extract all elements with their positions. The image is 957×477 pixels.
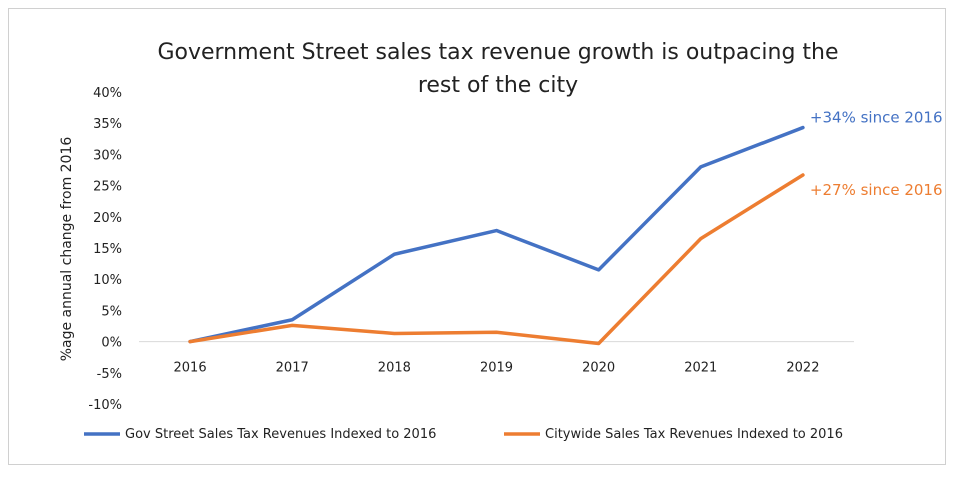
x-tick-label: 2018 [378, 361, 411, 376]
y-tick-label: 20% [93, 211, 122, 226]
y-axis-label: %age annual change from 2016 [59, 137, 75, 362]
x-tick-label: 2017 [276, 361, 309, 376]
x-tick-label: 2020 [582, 361, 615, 376]
y-tick-label: -5% [97, 367, 122, 382]
y-tick-label: 0% [101, 336, 122, 351]
y-axis-ticks: -10% -5% 0% 5% 10% 15% 20% 25% 30% 35% 40% [88, 86, 122, 413]
y-tick-label: -10% [88, 398, 122, 413]
x-tick-label: 2021 [684, 361, 717, 376]
series-line-1 [188, 125, 805, 344]
legend: Gov Street Sales Tax Revenues Indexed to… [84, 427, 843, 442]
chart-title: Government Street sales tax revenue grow… [157, 40, 838, 98]
series-line-2 [188, 173, 805, 346]
y-tick-label: 35% [93, 117, 122, 132]
y-tick-label: 15% [93, 242, 122, 257]
legend-label-1: Gov Street Sales Tax Revenues Indexed to… [125, 427, 436, 442]
x-tick-label: 2016 [174, 361, 207, 376]
y-tick-label: 25% [93, 180, 122, 195]
y-tick-label: 10% [93, 273, 122, 288]
x-tick-label: 2022 [786, 361, 819, 376]
series-annotation-2: +27% since 2016 [810, 181, 943, 199]
annotations: +34% since 2016 +27% since 2016 [810, 109, 943, 199]
x-axis-ticks: 2016 2017 2018 2019 2020 2021 2022 [174, 361, 820, 376]
y-tick-label: 30% [93, 148, 122, 163]
series-annotation-1: +34% since 2016 [810, 109, 943, 127]
chart-title-line-2: rest of the city [418, 73, 578, 98]
y-tick-label: 40% [93, 86, 122, 101]
series-lines [188, 125, 805, 346]
legend-label-2: Citywide Sales Tax Revenues Indexed to 2… [545, 427, 843, 442]
chart-frame: Government Street sales tax revenue grow… [8, 8, 946, 465]
y-tick-label: 5% [101, 304, 122, 319]
x-tick-label: 2019 [480, 361, 513, 376]
chart-title-line-1: Government Street sales tax revenue grow… [157, 40, 838, 65]
line-chart: Government Street sales tax revenue grow… [59, 40, 943, 442]
